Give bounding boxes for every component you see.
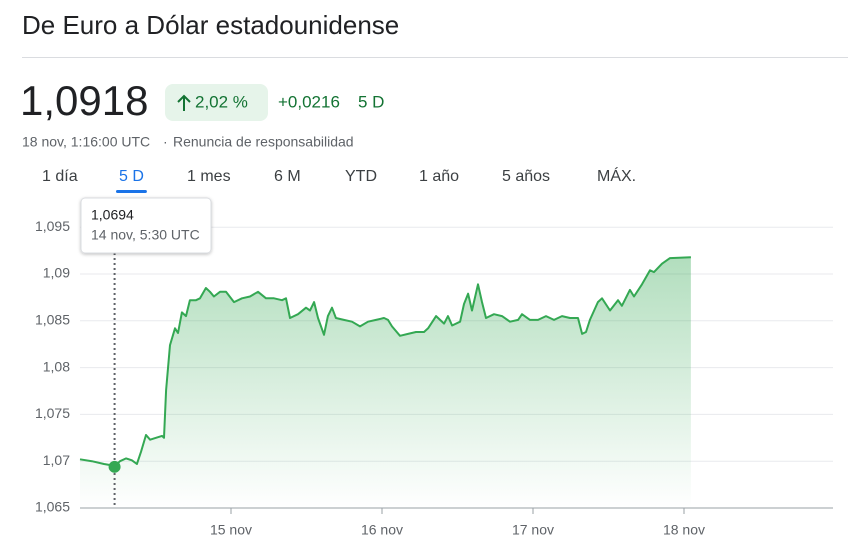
range-tab[interactable]: 1 día: [42, 168, 78, 185]
range-tabs: 1 día 5 D 1 mes 6 M YTD 1 año 5 años MÁX.: [42, 166, 636, 193]
range-tab[interactable]: 1 año: [419, 168, 459, 185]
x-tick-label: 18 nov: [663, 522, 705, 538]
title: De Euro a Dólar estadounidense: [22, 10, 399, 40]
tab-underline: [116, 190, 147, 193]
tooltip-value: 1,0694: [91, 207, 134, 223]
range-tab[interactable]: 5 D: [119, 168, 144, 185]
x-tick-label: 15 nov: [210, 522, 252, 538]
y-tick-label: 1,08: [43, 358, 70, 374]
y-tick-label: 1,07: [43, 452, 70, 468]
up-arrow: [177, 94, 191, 111]
change-period: 5 D: [358, 92, 384, 111]
range-tab[interactable]: 5 años: [502, 168, 550, 185]
y-tick-label: 1,09: [43, 265, 70, 281]
change-percent: 2,02 %: [195, 92, 248, 111]
chart: 1,065 1,07 1,075 1,08 1,085 1,09 1,095 15 nov 16…: [35, 197, 833, 538]
change-absolute: +0,0216: [278, 92, 340, 111]
range-tab[interactable]: 6 M: [274, 168, 301, 185]
price: 1,0918: [20, 77, 148, 124]
x-tick-label: 17 nov: [512, 522, 554, 538]
y-tick-label: 1,095: [35, 218, 70, 234]
x-tick-label: 16 nov: [361, 522, 403, 538]
disclaimer[interactable]: Renuncia de responsabilidad: [173, 134, 354, 150]
timestamp: 18 nov, 1:16:00 UTC: [22, 134, 150, 150]
y-tick-label: 1,085: [35, 312, 70, 328]
tooltip-time: 14 nov, 5:30 UTC: [91, 227, 200, 243]
change-badge: [165, 84, 268, 121]
separator: ·: [163, 134, 168, 150]
hover-point: [108, 460, 121, 473]
range-tab[interactable]: 1 mes: [187, 168, 231, 185]
tooltip-box: [80, 197, 212, 254]
price-line: [79, 256, 691, 467]
y-tick-label: 1,075: [35, 405, 70, 421]
range-tab[interactable]: MÁX.: [597, 166, 636, 185]
area: [80, 257, 691, 508]
range-tab[interactable]: YTD: [345, 168, 377, 185]
y-tick-label: 1,065: [35, 499, 70, 515]
